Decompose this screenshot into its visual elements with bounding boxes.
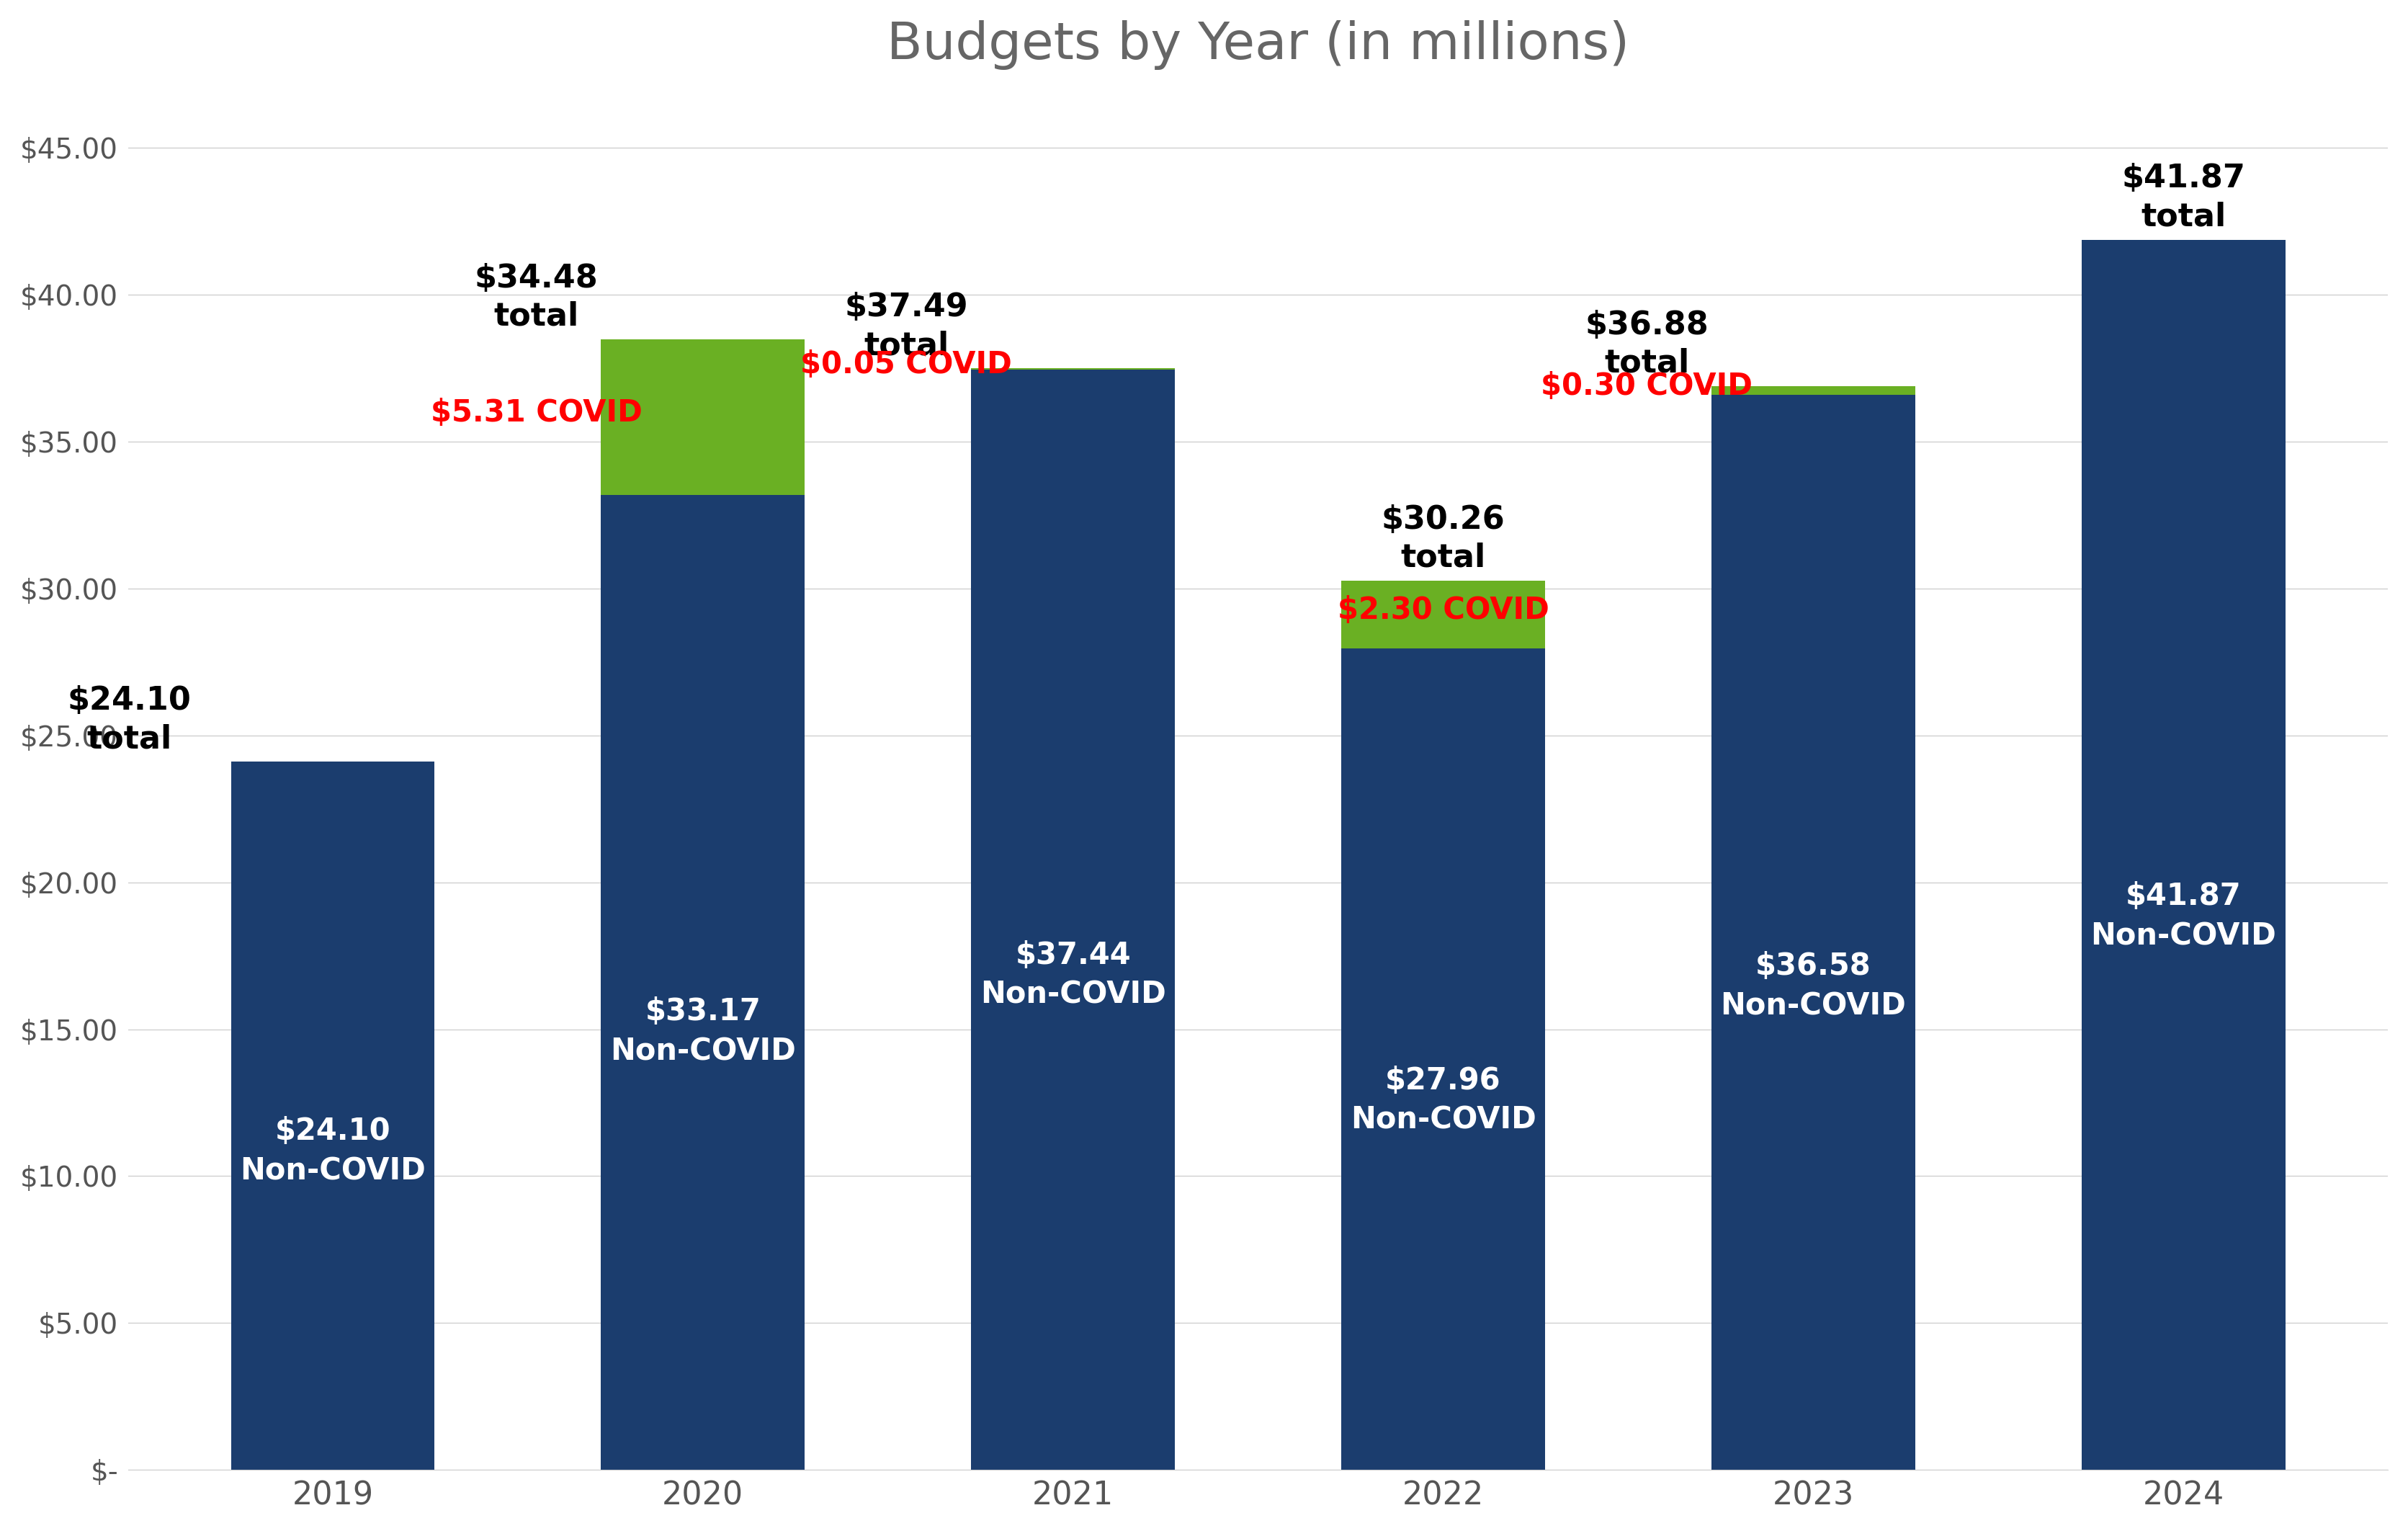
Text: $0.05 COVID: $0.05 COVID bbox=[799, 349, 1011, 380]
Text: $24.10
total: $24.10 total bbox=[67, 686, 190, 755]
Bar bbox=[1341, 580, 1546, 649]
Text: $34.48
total: $34.48 total bbox=[474, 263, 597, 332]
Text: $41.87
Non-COVID: $41.87 Non-COVID bbox=[2090, 882, 2276, 951]
Text: $30.26
total: $30.26 total bbox=[1382, 504, 1505, 574]
Text: $0.30 COVID: $0.30 COVID bbox=[1541, 371, 1753, 401]
Bar bbox=[602, 496, 804, 1470]
Bar bbox=[970, 371, 1175, 1470]
Text: $2.30 COVID: $2.30 COVID bbox=[1336, 596, 1548, 625]
Text: $27.96
Non-COVID: $27.96 Non-COVID bbox=[1351, 1066, 1536, 1136]
Text: $37.49
total: $37.49 total bbox=[845, 292, 968, 361]
Text: $36.58
Non-COVID: $36.58 Non-COVID bbox=[1719, 951, 1907, 1021]
Text: $37.44
Non-COVID: $37.44 Non-COVID bbox=[980, 940, 1165, 1010]
Bar bbox=[2081, 240, 2285, 1470]
Text: $36.88
total: $36.88 total bbox=[1584, 309, 1710, 380]
Title: Budgets by Year (in millions): Budgets by Year (in millions) bbox=[886, 20, 1630, 70]
Text: $41.87
total: $41.87 total bbox=[2121, 162, 2244, 233]
Text: $33.17
Non-COVID: $33.17 Non-COVID bbox=[609, 997, 795, 1067]
Bar bbox=[1341, 649, 1546, 1470]
Bar bbox=[231, 762, 433, 1470]
Bar bbox=[1712, 395, 1914, 1470]
Bar bbox=[1712, 386, 1914, 395]
Text: $24.10
Non-COVID: $24.10 Non-COVID bbox=[241, 1116, 426, 1187]
Bar bbox=[602, 340, 804, 496]
Text: $5.31 COVID: $5.31 COVID bbox=[431, 398, 643, 429]
